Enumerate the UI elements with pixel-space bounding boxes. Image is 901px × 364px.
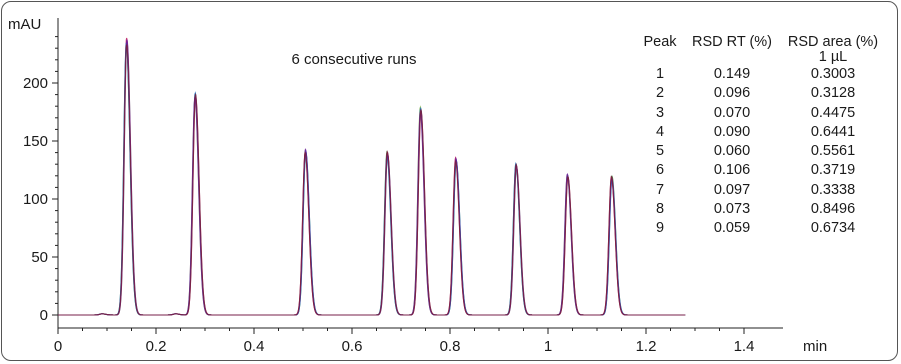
table-row: 5 0.060 0.5561	[638, 142, 884, 161]
col-header-rsd-rt: RSD RT (%)	[691, 34, 773, 50]
annotation-runs: 6 consecutive runs	[291, 51, 416, 68]
cell-rsd-area: 0.3338	[810, 181, 856, 198]
x-tick-label: 0.6	[342, 338, 363, 355]
run-trace	[58, 44, 686, 316]
col-subheader-volume: 1 µL	[818, 49, 848, 65]
rsd-table: Peak RSD RT (%) RSD area (%) 1 µL 1 0.149…	[638, 34, 884, 239]
cell-peak: 8	[655, 201, 665, 218]
cell-rsd-area: 0.3128	[810, 85, 856, 102]
run-trace	[58, 37, 686, 316]
table-row: 8 0.073 0.8496	[638, 200, 884, 219]
y-tick-label: 50	[31, 249, 48, 266]
y-tick-label: 200	[23, 75, 48, 92]
x-axis-unit-label: min	[803, 338, 827, 355]
cell-rsd-area: 0.8496	[810, 201, 856, 218]
cell-peak: 2	[655, 85, 665, 102]
run-trace	[58, 41, 686, 316]
cell-peak: 9	[655, 220, 665, 237]
x-tick-label: 0	[54, 338, 62, 355]
table-body: 1 0.149 0.3003 2 0.096 0.3128 3 0.070 0.4475 4 0.0…	[638, 65, 884, 239]
cell-rsd-rt: 0.106	[713, 162, 751, 179]
cell-peak: 3	[655, 104, 665, 121]
cell-rsd-area: 0.5561	[810, 143, 856, 160]
table-subheader-row: 1 µL	[638, 50, 884, 65]
cell-rsd-area: 0.4475	[810, 104, 856, 121]
run-trace	[58, 44, 686, 316]
cell-rsd-rt: 0.070	[713, 104, 751, 121]
cell-rsd-area: 0.3719	[810, 162, 856, 179]
table-row: 7 0.097 0.3338	[638, 181, 884, 200]
cell-rsd-area: 0.6734	[810, 220, 856, 237]
table-header-row: Peak RSD RT (%) RSD area (%)	[638, 34, 884, 50]
cell-rsd-rt: 0.149	[713, 66, 751, 82]
table-row: 4 0.090 0.6441	[638, 123, 884, 142]
cell-peak: 7	[655, 181, 665, 198]
table-row: 2 0.096 0.3128	[638, 84, 884, 103]
table-row: 1 0.149 0.3003	[638, 65, 884, 84]
col-header-rsd-area: RSD area (%)	[787, 34, 879, 50]
x-tick-label: 1.4	[734, 338, 755, 355]
x-tick-label: 1.2	[636, 338, 657, 355]
table-row: 6 0.106 0.3719	[638, 161, 884, 180]
table-row: 9 0.059 0.6734	[638, 219, 884, 238]
cell-rsd-rt: 0.097	[713, 181, 751, 198]
y-tick-label: 100	[23, 191, 48, 208]
cell-rsd-rt: 0.059	[713, 220, 751, 237]
cell-rsd-area: 0.6441	[810, 123, 856, 140]
cell-rsd-rt: 0.060	[713, 143, 751, 160]
cell-rsd-rt: 0.073	[713, 201, 751, 218]
table-row: 3 0.070 0.4475	[638, 104, 884, 123]
cell-rsd-area: 0.3003	[810, 66, 856, 82]
run-trace	[58, 39, 686, 316]
col-header-peak: Peak	[643, 34, 677, 50]
cell-rsd-rt: 0.090	[713, 123, 751, 140]
cell-peak: 5	[655, 143, 665, 160]
y-tick-label: 150	[23, 133, 48, 150]
cell-peak: 1	[655, 66, 665, 82]
cell-rsd-rt: 0.096	[713, 85, 751, 102]
y-tick-label: 0	[40, 307, 48, 324]
x-tick-label: 0.8	[440, 338, 461, 355]
x-tick-label: 0.2	[146, 338, 167, 355]
cell-peak: 4	[655, 123, 665, 140]
run-trace	[58, 42, 686, 316]
cell-peak: 6	[655, 162, 665, 179]
x-tick-label: 0.4	[244, 338, 265, 355]
x-tick-label: 1	[544, 338, 552, 355]
y-axis-unit-label: mAU	[8, 16, 41, 33]
